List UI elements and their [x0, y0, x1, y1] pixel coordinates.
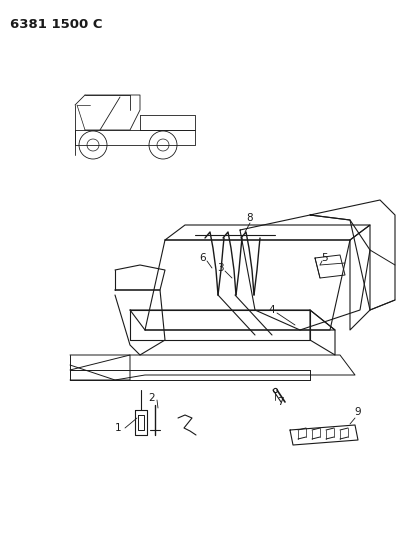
- Text: 4: 4: [269, 305, 275, 315]
- Text: 6381 1500 C: 6381 1500 C: [10, 18, 102, 31]
- Text: 3: 3: [217, 263, 223, 273]
- Text: 5: 5: [322, 253, 328, 263]
- Text: 1: 1: [115, 423, 121, 433]
- Text: 9: 9: [355, 407, 361, 417]
- Text: 2: 2: [149, 393, 155, 403]
- Text: 8: 8: [247, 213, 253, 223]
- Text: 7: 7: [277, 397, 283, 407]
- Text: 6: 6: [200, 253, 206, 263]
